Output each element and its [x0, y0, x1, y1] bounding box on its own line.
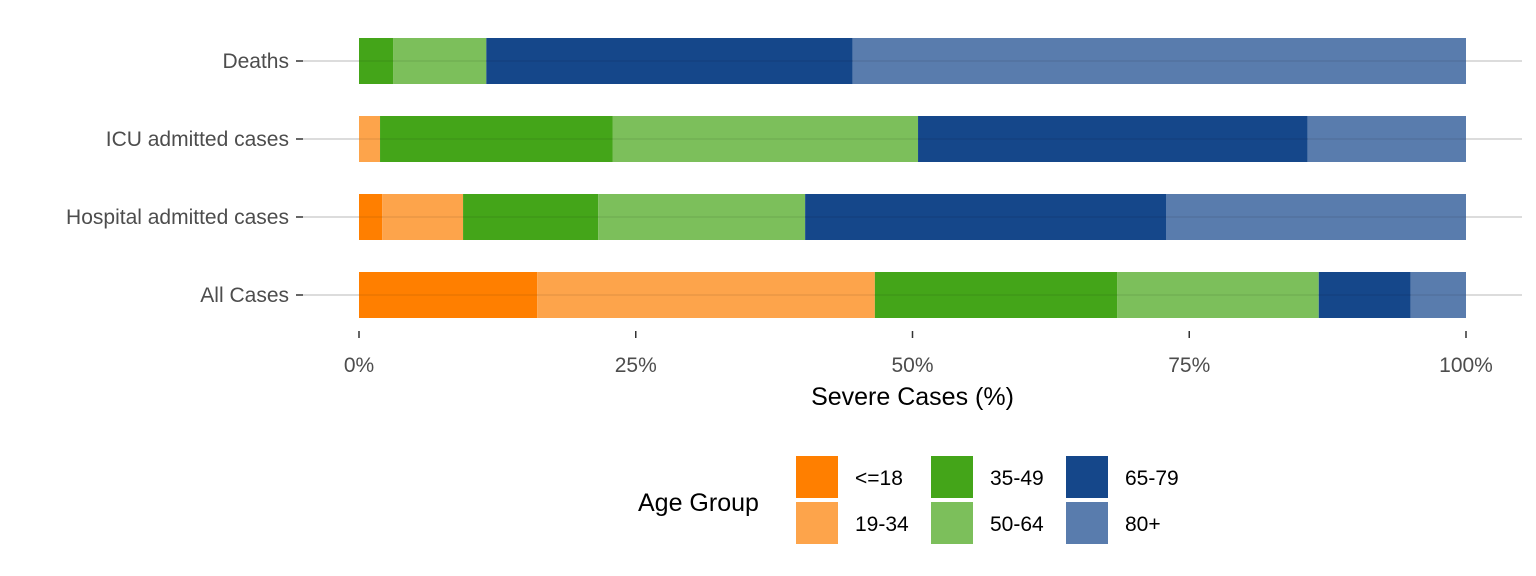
legend-label-35-49: 35-49 — [990, 467, 1044, 490]
y-tick-label-icu-admitted-cases: ICU admitted cases — [106, 128, 289, 151]
bar-hospital-admitted-cases-65-79 — [805, 194, 1167, 240]
legend-swatch-35-49 — [931, 456, 973, 498]
legend-swatch-80 — [1066, 502, 1108, 544]
legend-label-80: 80+ — [1125, 513, 1161, 536]
x-tick-label-50: 50% — [891, 354, 933, 377]
legend-label-50-64: 50-64 — [990, 513, 1044, 536]
legend-label-18: <=18 — [855, 467, 903, 490]
bar-hospital-admitted-cases-19-34 — [382, 194, 464, 240]
legend-title: Age Group — [638, 489, 759, 517]
bar-deaths-80 — [852, 38, 1466, 84]
bar-deaths-50-64 — [393, 38, 487, 84]
x-tick-label-0: 0% — [344, 354, 374, 377]
bar-deaths-35-49 — [359, 38, 394, 84]
bar-hospital-admitted-cases-35-49 — [463, 194, 599, 240]
legend-label-65-79: 65-79 — [1125, 467, 1179, 490]
bar-all-cases-35-49 — [874, 272, 1118, 318]
legend-swatch-19-34 — [796, 502, 838, 544]
bar-all-cases-80 — [1410, 272, 1466, 318]
bar-icu-admitted-cases-50-64 — [612, 116, 919, 162]
bar-icu-admitted-cases-19-34 — [359, 116, 381, 162]
gridlines — [303, 60, 1522, 296]
x-tick-label-100: 100% — [1439, 354, 1493, 377]
bar-icu-admitted-cases-65-79 — [918, 116, 1308, 162]
bar-deaths-65-79 — [486, 38, 853, 84]
x-axis: 0% 25% 50% 75% 100% — [344, 331, 1493, 377]
bar-hospital-admitted-cases-50-64 — [598, 194, 806, 240]
legend-swatch-65-79 — [1066, 456, 1108, 498]
y-tick-label-hospital-admitted-cases: Hospital admitted cases — [66, 206, 289, 229]
bar-icu-admitted-cases-35-49 — [380, 116, 613, 162]
legend-swatch-50-64 — [931, 502, 973, 544]
bars — [359, 38, 1466, 318]
bar-hospital-admitted-cases-80 — [1166, 194, 1466, 240]
y-axis: Deaths ICU admitted cases Hospital admitte… — [66, 50, 303, 307]
legend-label-19-34: 19-34 — [855, 513, 909, 536]
y-tick-label-deaths: Deaths — [222, 50, 289, 73]
legend-swatch-18 — [796, 456, 838, 498]
y-tick-label-all-cases: All Cases — [200, 284, 289, 307]
bar-all-cases-18 — [359, 272, 538, 318]
bar-icu-admitted-cases-80 — [1307, 116, 1466, 162]
x-tick-label-25: 25% — [615, 354, 657, 377]
bar-all-cases-50-64 — [1117, 272, 1319, 318]
x-tick-label-75: 75% — [1168, 354, 1210, 377]
bar-hospital-admitted-cases-18 — [359, 194, 383, 240]
legend: Age Group <=18 19-34 35-49 50-64 65-79 80+ — [638, 456, 1179, 544]
bar-all-cases-65-79 — [1318, 272, 1411, 318]
bar-all-cases-19-34 — [537, 272, 875, 318]
x-axis-title: Severe Cases (%) — [811, 383, 1014, 411]
